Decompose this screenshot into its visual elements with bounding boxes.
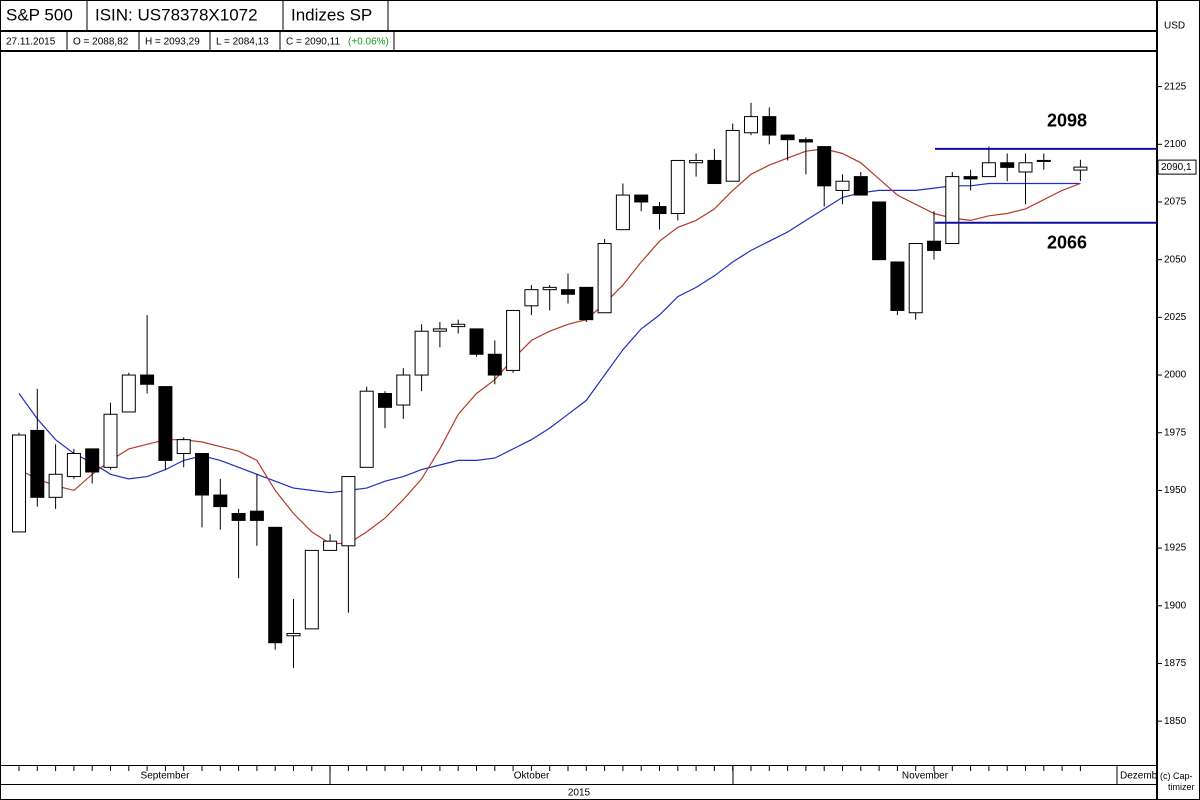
candle-body — [231, 512, 246, 521]
candle-body — [176, 439, 191, 454]
candle-body — [85, 448, 100, 473]
y-tick-label: 1925 — [1164, 543, 1187, 554]
info-close: C = 2090,11 — [286, 37, 340, 48]
candle-body — [524, 289, 539, 307]
candle-body — [469, 328, 484, 355]
candle-body — [323, 540, 338, 551]
y-tick-label: 2025 — [1164, 312, 1187, 323]
level-label: 2066 — [1047, 233, 1087, 253]
info-open: O = 2088,82 — [73, 37, 129, 48]
candle-body — [963, 176, 978, 180]
candle-body — [30, 429, 45, 498]
info-box — [0, 31, 1157, 51]
candle-body — [249, 510, 264, 521]
last-price-label: 2090,1 — [1161, 162, 1192, 173]
header-box — [0, 0, 1157, 31]
info-date: 27.11.2015 — [6, 37, 56, 48]
candle-body — [304, 549, 319, 630]
candle-body — [414, 330, 429, 376]
last-price-box — [1157, 159, 1197, 175]
info-high: H = 2093,29 — [145, 37, 200, 48]
candle-body — [1018, 162, 1033, 173]
isin: ISIN: US78378X1072 — [95, 5, 258, 24]
candle-body — [908, 243, 923, 314]
candle-body — [396, 374, 411, 406]
candle-body — [158, 386, 173, 461]
y-tick-label: 1875 — [1164, 658, 1187, 669]
candle-body — [12, 434, 26, 533]
chart-title: S&P 500 — [6, 5, 73, 24]
y-tick-label: 2125 — [1164, 81, 1187, 92]
y-tick-label: 1850 — [1164, 716, 1187, 727]
level-label: 2098 — [1047, 111, 1087, 131]
candle-body — [615, 194, 630, 231]
y-axis-label: USD — [1164, 21, 1185, 32]
candle-body — [689, 159, 704, 164]
candle-body — [945, 176, 960, 245]
y-tick-label: 1900 — [1164, 600, 1187, 611]
candle-body — [853, 176, 868, 196]
y-tick-label: 1975 — [1164, 427, 1187, 438]
candle-body — [378, 393, 392, 408]
y-tick-label: 1950 — [1164, 485, 1187, 496]
candle-body — [66, 452, 81, 478]
copyright: (c) Cap-timizer — [1160, 771, 1195, 792]
y-tick-label: 2100 — [1164, 139, 1187, 150]
candle-body — [432, 328, 447, 332]
y-tick-label: 2075 — [1164, 197, 1187, 208]
candle-body — [341, 476, 356, 547]
info-change: (+0.06%) — [348, 37, 389, 48]
index-group: Indizes SP — [291, 5, 372, 24]
candle-body — [835, 180, 850, 191]
candle-body — [359, 390, 374, 468]
candle-body — [451, 323, 466, 328]
candle-body — [213, 494, 228, 508]
info-low: L = 2084,13 — [216, 37, 269, 48]
candle-body — [579, 286, 594, 321]
month-label: November — [902, 771, 949, 782]
month-label: Dezemb — [1120, 771, 1158, 782]
month-label: Oktober — [514, 771, 550, 782]
candle-body — [48, 473, 63, 498]
candle-body — [707, 159, 722, 185]
candle-body — [872, 201, 887, 261]
candle-body — [670, 159, 685, 215]
candle-body — [927, 240, 941, 251]
candle-body — [798, 139, 813, 143]
candle-body — [268, 526, 283, 644]
candle-body — [561, 289, 575, 295]
y-tick-label: 2050 — [1164, 254, 1187, 265]
candle-body — [140, 374, 155, 385]
moving-average-line — [18, 148, 1081, 545]
candle-body — [195, 452, 209, 496]
candle-body — [725, 129, 740, 182]
year-label: 2015 — [568, 788, 591, 799]
candle-body — [1000, 162, 1015, 168]
candle-body — [744, 116, 758, 134]
candle-body — [634, 194, 649, 203]
candle-body — [890, 261, 905, 311]
candle-body — [506, 309, 521, 371]
candle-body — [762, 116, 777, 136]
candle-body — [121, 374, 136, 413]
candle-body — [597, 243, 612, 314]
candle-body — [652, 206, 667, 215]
candle-body — [1073, 166, 1088, 171]
candle-body — [542, 286, 557, 291]
candle-body — [981, 162, 996, 178]
candle-body — [103, 413, 118, 468]
candle-body — [286, 632, 301, 637]
candle-body — [780, 134, 795, 141]
y-tick-label: 2000 — [1164, 370, 1187, 381]
candle-body — [1036, 159, 1051, 162]
candle-body — [817, 146, 832, 187]
plot — [12, 102, 1157, 669]
candle-body — [487, 353, 502, 376]
month-label: September — [141, 771, 191, 782]
